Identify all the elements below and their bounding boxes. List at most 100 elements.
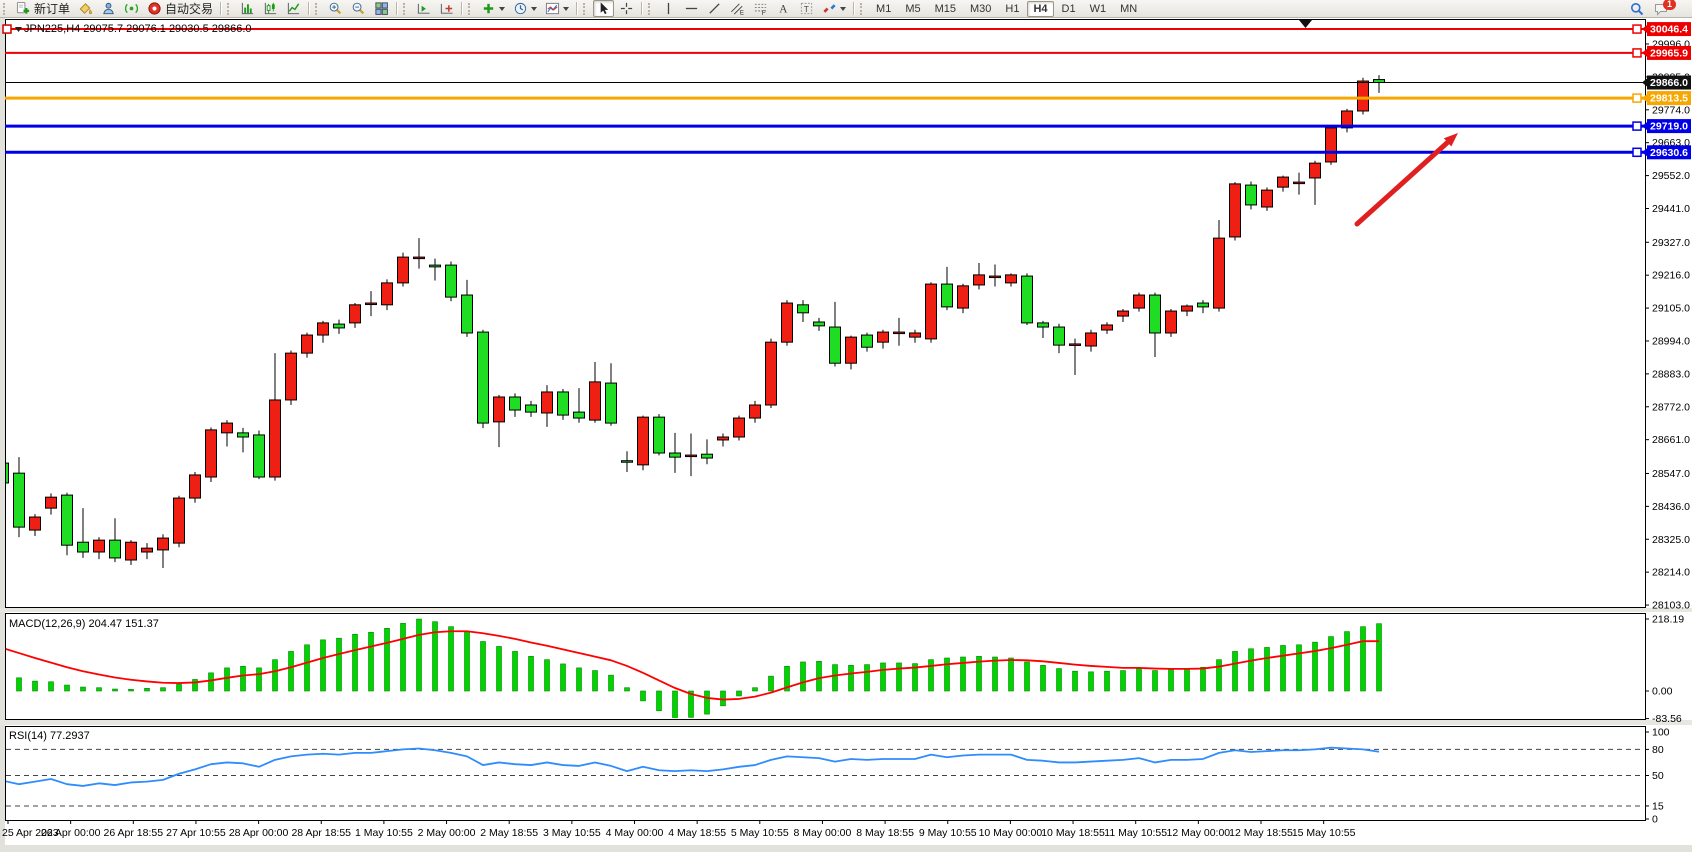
chart-shift-marker[interactable] [1299, 20, 1312, 28]
styler-button[interactable] [75, 0, 96, 17]
timeframe-w1-button[interactable]: W1 [1089, 2, 1107, 15]
line-handle[interactable] [1632, 48, 1642, 58]
line-chart-button[interactable] [283, 0, 304, 17]
macd-bar [848, 664, 854, 692]
macd-bar [640, 690, 646, 702]
candle [749, 404, 761, 419]
signals-button[interactable] [121, 0, 142, 17]
candle [413, 256, 425, 260]
timeframe-d1-button[interactable]: D1 [1061, 2, 1076, 15]
time-tick-label: 1 May 10:55 [355, 827, 413, 839]
candle [1165, 310, 1177, 334]
toolbar-grip [468, 2, 475, 15]
timeframe-h4-button[interactable]: H4 [1027, 0, 1054, 17]
macd-bar [928, 659, 934, 692]
auto-trading-button[interactable]: 自动交易 [144, 0, 216, 17]
timeframe-h1-button[interactable]: H1 [1005, 2, 1020, 15]
line-handle[interactable] [1632, 93, 1642, 103]
new-order-button[interactable]: 新订单 [13, 0, 73, 17]
bar-chart-button[interactable] [237, 0, 258, 17]
price-tick-label: 29552.0 [1652, 170, 1690, 182]
line-handle[interactable] [1632, 147, 1642, 158]
macd-bar [800, 661, 806, 692]
macd-bar [1040, 664, 1046, 692]
chevron-down-icon[interactable] [15, 27, 22, 33]
svg-text:F: F [762, 10, 766, 16]
arrows-button[interactable] [819, 0, 849, 17]
macd-bar [1168, 669, 1174, 692]
text-button[interactable]: A [773, 0, 794, 17]
candle [397, 256, 409, 284]
fibo-icon: F [754, 3, 767, 16]
equidistant-channel-button[interactable]: E [727, 0, 748, 17]
macd-tick-label: 0.00 [1652, 686, 1673, 698]
macd-bar [1072, 670, 1078, 692]
timeframe-m15-button[interactable]: M15 [934, 2, 956, 15]
macd-bar [768, 675, 774, 692]
pane-separator[interactable] [0, 608, 1692, 612]
candle [285, 352, 297, 401]
rsi-pane [5, 726, 1646, 821]
trendline-button[interactable] [704, 0, 725, 17]
price-tag-value: 29866.0 [1650, 77, 1688, 89]
zoom-in-button[interactable] [325, 0, 346, 17]
window-bottom-border [0, 845, 1692, 852]
candle [1181, 305, 1193, 312]
time-tick-label: 9 May 10:55 [919, 827, 977, 839]
candle [269, 399, 281, 478]
indicators-button[interactable] [478, 0, 508, 17]
chart-bars-icon [241, 2, 254, 15]
profiles-button[interactable] [98, 0, 119, 17]
timeframe-m30-button[interactable]: M30 [970, 2, 992, 15]
timeframe-m1-button[interactable]: M1 [876, 2, 892, 15]
search-button[interactable] [1626, 0, 1648, 17]
fibonacci-button[interactable]: F [750, 0, 771, 17]
chevron-down-icon[interactable] [563, 6, 570, 11]
chevron-down-icon[interactable] [499, 6, 506, 11]
candle [877, 331, 889, 343]
line-handle[interactable] [1632, 24, 1642, 34]
crosshair-button[interactable] [616, 0, 637, 17]
rsi-tick-label: 0 [1652, 814, 1658, 826]
price-tag-pointer [1642, 78, 1647, 87]
arrow-head[interactable] [1443, 133, 1458, 147]
candle [1357, 80, 1369, 112]
vertical-line-button[interactable] [658, 0, 679, 17]
candle [301, 334, 313, 354]
timeframe-m5-button[interactable]: M5 [905, 2, 921, 15]
periods-button[interactable] [510, 0, 540, 17]
chevron-down-icon[interactable] [531, 6, 538, 11]
drawn-arrow-annotation[interactable] [1354, 133, 1458, 227]
candle [93, 539, 105, 553]
text-label-button[interactable]: T [796, 0, 817, 17]
toolbar-separator [220, 2, 222, 15]
macd-bar [64, 684, 70, 692]
toolbar: 新订单 自动交易 E F A T M1 M5 M15 M30 H1 H4 D1 W1 MN 1 [0, 0, 1692, 18]
candle [1053, 326, 1065, 346]
zoom-out-button[interactable] [348, 0, 369, 17]
macd-bar [816, 660, 822, 692]
candlestick-chart-button[interactable] [260, 0, 281, 17]
tile-windows-button[interactable] [371, 0, 392, 17]
macd-bar [368, 631, 374, 692]
line-handle[interactable] [1632, 121, 1642, 131]
timeframe-mn-button[interactable]: MN [1120, 2, 1138, 15]
candle [493, 396, 505, 423]
chevron-down-icon[interactable] [840, 6, 847, 11]
macd-bar [944, 657, 950, 692]
candle [1149, 294, 1161, 334]
auto-scroll-button[interactable] [413, 0, 434, 17]
arrow-shaft[interactable] [1354, 139, 1451, 227]
horizontal-line-button[interactable] [681, 0, 702, 17]
line-handle[interactable] [2, 24, 12, 34]
price-tag-pointer [1642, 148, 1647, 157]
templates-button[interactable] [542, 0, 572, 17]
time-tick-label: 27 Apr 10:55 [166, 827, 226, 839]
notifications-button[interactable]: 1 [1650, 0, 1685, 17]
pane-separator[interactable] [0, 720, 1692, 725]
candle [1325, 127, 1337, 163]
macd-bar [1344, 631, 1350, 692]
chart-shift-button[interactable] [436, 0, 457, 17]
cursor-button[interactable] [593, 0, 615, 17]
macd-bar [240, 665, 246, 692]
